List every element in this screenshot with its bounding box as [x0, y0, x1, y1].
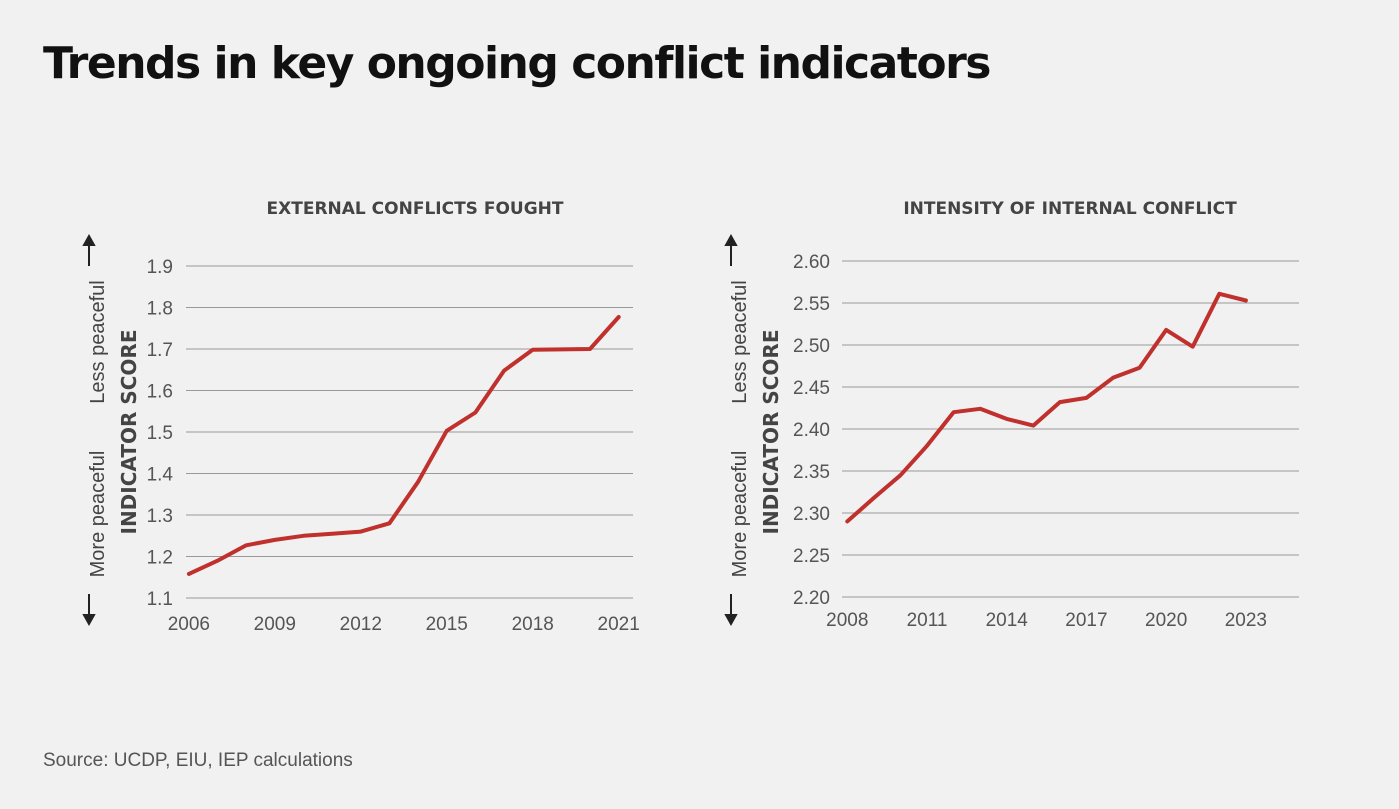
series-line — [845, 291, 1248, 524]
series-line — [186, 315, 621, 576]
direction-label-more-peaceful: More peaceful — [87, 451, 109, 578]
y-tick-label: 2.55 — [793, 294, 830, 315]
x-tick-label: 2017 — [1065, 610, 1107, 631]
arrow-up-icon — [724, 233, 738, 246]
arrow-up-icon — [82, 233, 96, 246]
y-tick-label: 1.3 — [147, 506, 173, 527]
y-tick-label: 2.35 — [793, 462, 830, 483]
y-tick-label: 2.30 — [793, 504, 830, 525]
page-title: Trends in key ongoing conflict indicator… — [43, 38, 991, 89]
y-tick-label: 2.20 — [793, 588, 830, 609]
chart-title: EXTERNAL CONFLICTS FOUGHT — [267, 199, 564, 219]
y-axis-label: INDICATOR SCORE — [759, 330, 783, 535]
arrow-down-icon — [82, 614, 96, 627]
y-tick-label: 2.45 — [793, 378, 830, 399]
y-tick-label: 2.40 — [793, 420, 830, 441]
y-tick-label: 2.50 — [793, 336, 830, 357]
source-note: Source: UCDP, EIU, IEP calculations — [43, 750, 353, 771]
y-tick-label: 1.1 — [147, 589, 173, 610]
y-tick-label: 1.8 — [147, 299, 173, 320]
y-tick-label: 1.4 — [147, 465, 174, 486]
y-tick-label: 1.5 — [147, 423, 173, 444]
x-tick-label: 2009 — [254, 614, 296, 635]
x-tick-label: 2008 — [826, 610, 868, 631]
x-tick-label: 2015 — [426, 614, 468, 635]
x-tick-label: 2023 — [1225, 610, 1267, 631]
y-tick-label: 1.7 — [147, 340, 173, 361]
direction-label-less-peaceful: Less peaceful — [87, 280, 109, 403]
x-tick-label: 2006 — [168, 614, 210, 635]
x-tick-label: 2011 — [907, 610, 948, 631]
y-tick-label: 2.60 — [793, 252, 830, 273]
chart-title: INTENSITY OF INTERNAL CONFLICT — [903, 199, 1237, 219]
x-tick-label: 2014 — [986, 610, 1029, 631]
arrow-down-icon — [724, 614, 738, 627]
x-tick-label: 2020 — [1145, 610, 1187, 631]
chart-external-conflicts: EXTERNAL CONFLICTS FOUGHT 1.1 1.2 1.3 1.4 1.… — [82, 199, 640, 635]
direction-label-less-peaceful: Less peaceful — [729, 280, 751, 403]
x-tick-label: 2018 — [512, 614, 554, 635]
y-axis-label: INDICATOR SCORE — [117, 330, 141, 535]
y-tick-label: 2.25 — [793, 546, 830, 567]
direction-label-more-peaceful: More peaceful — [729, 451, 751, 578]
x-tick-label: 2012 — [340, 614, 382, 635]
y-tick-label: 1.2 — [147, 548, 173, 569]
x-tick-label: 2021 — [598, 614, 640, 635]
y-tick-label: 1.9 — [147, 257, 173, 278]
y-tick-label: 1.6 — [147, 382, 173, 403]
